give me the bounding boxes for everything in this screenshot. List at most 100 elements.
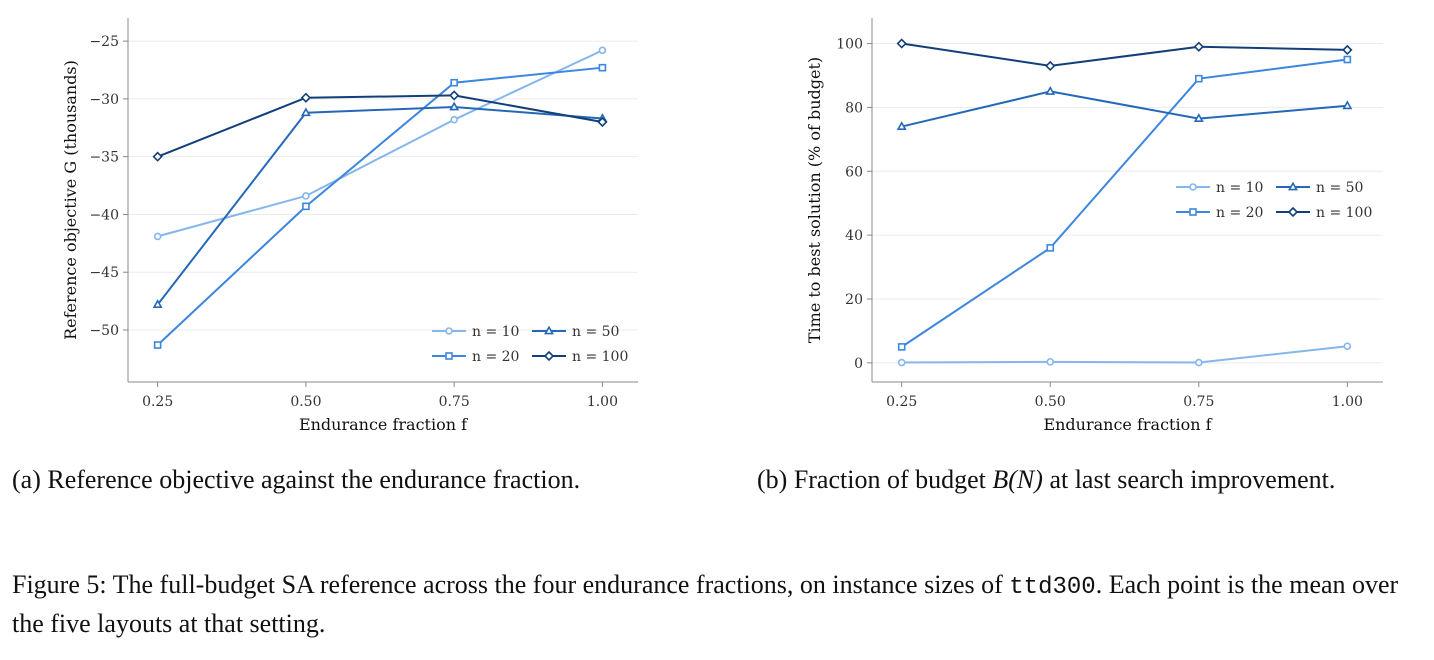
legend-marker — [445, 352, 453, 360]
x-tick-label: 0.50 — [1035, 394, 1066, 410]
legend-item: n = 50 — [1276, 180, 1363, 196]
series-line — [901, 42, 1348, 67]
data-point — [1193, 41, 1204, 52]
x-tick-label: 0.75 — [439, 394, 470, 410]
series-1 — [153, 46, 607, 241]
x-tick-label: 0.75 — [1183, 394, 1214, 410]
legend-item: n = 50 — [532, 324, 619, 340]
gridlines — [872, 43, 1383, 364]
legend-item: n = 10 — [432, 324, 519, 340]
legend-marker — [544, 325, 554, 335]
x-tick-label: 0.25 — [886, 394, 917, 410]
legend-item: n = 10 — [1176, 180, 1263, 196]
x-tick-label: 1.00 — [1332, 394, 1363, 410]
data-point — [300, 107, 311, 117]
y-tick-label: 20 — [845, 292, 863, 308]
x-tick-label: 1.00 — [587, 394, 618, 410]
figure-caption-code: ttd300 — [1009, 574, 1096, 601]
y-tick-label: −30 — [89, 92, 119, 108]
series-line — [156, 66, 603, 346]
caption-b-text-end: at last search improvement. — [1042, 465, 1336, 494]
legend-marker — [543, 350, 555, 362]
y-tick-label: 40 — [845, 228, 863, 244]
data-point — [1046, 358, 1055, 366]
legend-item: n = 20 — [1176, 205, 1263, 221]
legend-item: n = 100 — [1276, 205, 1372, 221]
data-point — [597, 116, 608, 128]
data-point — [1343, 55, 1352, 64]
data-point — [152, 151, 163, 162]
data-point — [152, 299, 163, 308]
legend-marker — [1288, 181, 1298, 191]
data-point — [302, 192, 310, 200]
legend-label: n = 100 — [1316, 205, 1372, 221]
legend-item: n = 100 — [532, 349, 628, 365]
caption-b-text-start: (b) Fraction of budget — [757, 465, 993, 494]
data-point — [897, 358, 906, 367]
series-line — [901, 90, 1348, 128]
series-line — [901, 345, 1348, 364]
chart-a: −50 −45 −40 −35 −30 −25 0.25 0.50 0.75 1.00 Endura… — [61, 18, 638, 434]
data-point — [598, 63, 607, 72]
legend-marker — [1189, 208, 1197, 216]
y-tick-label: −45 — [89, 265, 119, 281]
series-1 — [897, 342, 1352, 367]
legend-label: n = 50 — [1316, 180, 1363, 196]
figure-caption-main: Figure 5: The full-budget SA reference a… — [12, 570, 1010, 599]
data-point — [1045, 60, 1056, 72]
y-axis-title: Time to best solution (% of budget) — [805, 57, 824, 343]
x-axis-title: Endurance fraction f — [299, 415, 468, 434]
legend-label: n = 10 — [472, 324, 519, 340]
data-point — [449, 101, 460, 111]
y-tick-label: −25 — [89, 34, 119, 50]
y-tick-label: −40 — [89, 207, 119, 223]
x-axis-title: Endurance fraction f — [1043, 415, 1212, 434]
chart-b: 0 20 40 60 80 100 0.25 0.50 0.75 1.00 Endurance fr… — [805, 18, 1383, 434]
data-point — [896, 121, 907, 130]
data-point — [300, 92, 312, 103]
legend-label: n = 100 — [572, 349, 628, 365]
series-line — [901, 58, 1348, 348]
legend-marker — [445, 327, 453, 335]
data-point — [1045, 86, 1056, 95]
y-tick-label: −50 — [89, 323, 119, 339]
series-4 — [896, 38, 1353, 72]
caption-b-math: B(N) — [992, 465, 1043, 494]
legend: n = 10 n = 20 n = 50 n = 100 — [1176, 180, 1372, 221]
legend-label: n = 50 — [572, 324, 619, 340]
figure-caption: Figure 5: The full-budget SA reference a… — [12, 567, 1422, 642]
caption-a: (a) Reference objective against the endu… — [12, 465, 581, 494]
data-point — [1342, 44, 1353, 56]
data-point — [1193, 113, 1204, 122]
series-3 — [152, 101, 608, 308]
caption-b: (b) Fraction of budget B(N) at last sear… — [757, 462, 1427, 498]
y-tick-label: −35 — [89, 150, 119, 166]
figure-caption-end: . Each point is the mean over the five l… — [12, 570, 1399, 638]
y-axis-title: Reference objective G (thousands) — [61, 60, 80, 340]
y-tick-label: 60 — [845, 164, 863, 180]
data-point — [598, 46, 607, 55]
series-line — [157, 94, 603, 158]
series-2 — [153, 63, 607, 349]
data-point — [897, 343, 906, 351]
legend-label: n = 20 — [1216, 205, 1263, 221]
x-tick-label: 0.25 — [142, 394, 173, 410]
data-point — [302, 202, 310, 211]
data-point — [1195, 74, 1203, 83]
data-point — [896, 38, 907, 49]
data-point — [450, 115, 458, 124]
data-point — [1343, 342, 1352, 351]
series-line — [157, 49, 603, 238]
legend-label: n = 10 — [1216, 180, 1263, 196]
legend-marker — [1287, 206, 1299, 218]
y-tick-label: 0 — [854, 356, 863, 372]
y-tick-label: 100 — [836, 37, 863, 53]
data-point — [449, 90, 460, 101]
data-point — [450, 78, 458, 87]
y-tick-label: 80 — [845, 100, 863, 116]
data-point — [1342, 100, 1353, 110]
data-point — [1195, 358, 1203, 367]
data-point — [1046, 244, 1055, 252]
data-point — [153, 341, 162, 349]
data-point — [153, 232, 162, 241]
